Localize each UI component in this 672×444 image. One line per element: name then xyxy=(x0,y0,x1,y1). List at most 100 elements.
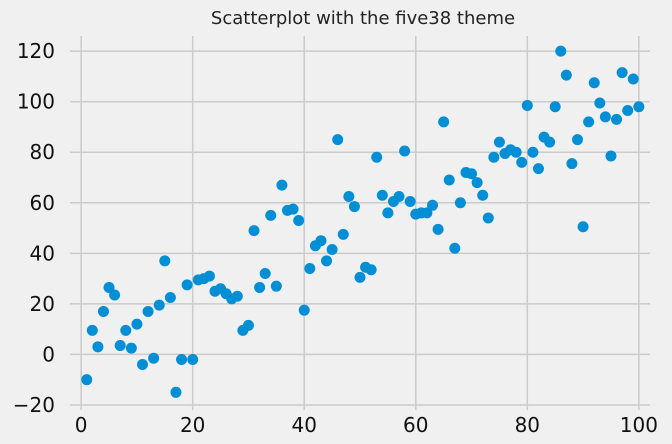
data-point xyxy=(321,255,333,267)
data-point xyxy=(549,101,561,113)
x-tick-label: 20 xyxy=(180,413,205,437)
data-point xyxy=(421,207,433,219)
y-tick-label: −20 xyxy=(13,393,55,417)
data-point xyxy=(544,136,556,148)
data-point xyxy=(404,196,416,208)
y-tick-label: 80 xyxy=(30,140,55,164)
x-tick-label: 40 xyxy=(292,413,317,437)
data-point xyxy=(527,146,539,158)
data-point xyxy=(131,318,143,330)
data-point xyxy=(399,145,411,157)
data-point xyxy=(287,203,299,215)
data-point xyxy=(142,305,154,317)
data-point xyxy=(354,271,366,283)
x-tick-label: 80 xyxy=(515,413,540,437)
data-point xyxy=(371,151,383,163)
data-point xyxy=(555,45,567,57)
data-point xyxy=(315,235,327,247)
data-point xyxy=(382,207,394,219)
data-point xyxy=(109,289,121,301)
y-tick-label: 120 xyxy=(17,39,55,63)
data-point xyxy=(332,134,344,146)
data-point xyxy=(337,228,349,240)
data-point xyxy=(376,189,388,201)
x-tick-label: 60 xyxy=(403,413,428,437)
data-point xyxy=(493,136,505,148)
data-point xyxy=(438,116,450,128)
data-point xyxy=(627,73,639,85)
data-point xyxy=(86,324,98,336)
data-point xyxy=(510,146,522,158)
data-point xyxy=(125,342,137,354)
tick-labels: −20 0 20 40 60 80 100 120 0 20 40 60 80 100 xyxy=(13,39,658,437)
data-point xyxy=(276,179,288,191)
data-point xyxy=(488,151,500,163)
data-point xyxy=(482,212,494,224)
data-point xyxy=(259,268,271,280)
data-point xyxy=(532,163,544,175)
data-point xyxy=(148,352,160,364)
data-point xyxy=(343,190,355,202)
data-point xyxy=(633,101,645,113)
data-point xyxy=(176,353,188,365)
grid-lines xyxy=(70,36,650,410)
x-tick-label: 100 xyxy=(620,413,658,437)
data-point xyxy=(231,290,243,302)
data-point xyxy=(611,113,623,125)
data-point xyxy=(298,304,310,316)
data-point xyxy=(81,374,93,386)
data-point xyxy=(521,99,533,111)
data-point xyxy=(304,262,316,274)
data-point xyxy=(393,190,405,202)
data-point xyxy=(92,341,104,353)
data-point xyxy=(365,264,377,276)
data-point xyxy=(114,340,126,352)
data-points xyxy=(81,45,645,398)
data-point xyxy=(348,201,360,213)
data-point xyxy=(153,299,165,311)
data-point xyxy=(293,214,305,226)
data-point xyxy=(248,225,260,237)
data-point xyxy=(137,359,148,371)
data-point xyxy=(449,242,461,254)
y-tick-label: 60 xyxy=(30,191,55,215)
data-point xyxy=(454,197,466,209)
data-point xyxy=(103,281,115,293)
data-point xyxy=(164,292,176,304)
data-point xyxy=(583,116,595,128)
data-point xyxy=(605,150,617,162)
data-point xyxy=(477,189,489,201)
data-point xyxy=(622,105,634,117)
y-tick-label: 40 xyxy=(30,241,55,265)
data-point xyxy=(254,281,266,293)
data-point xyxy=(516,156,528,168)
data-point xyxy=(466,168,478,180)
data-point xyxy=(159,255,171,267)
data-point xyxy=(599,111,611,123)
data-point xyxy=(97,305,109,317)
y-tick-label: 100 xyxy=(17,90,55,114)
data-point xyxy=(265,209,277,221)
data-point xyxy=(577,221,589,233)
data-point xyxy=(203,270,215,282)
data-point xyxy=(120,324,132,336)
x-tick-label: 0 xyxy=(75,413,88,437)
data-point xyxy=(427,199,438,211)
data-point xyxy=(560,69,572,81)
data-point xyxy=(242,319,254,331)
data-point xyxy=(566,158,578,170)
data-point xyxy=(471,177,483,189)
data-point xyxy=(616,67,628,79)
data-point xyxy=(594,97,606,109)
data-point xyxy=(443,174,455,186)
data-point xyxy=(432,223,444,235)
data-point xyxy=(187,353,199,365)
data-point xyxy=(170,386,182,398)
chart-title: Scatterplot with the five38 theme xyxy=(211,8,515,29)
y-tick-label: 0 xyxy=(42,342,55,366)
data-point xyxy=(270,280,282,292)
data-point xyxy=(572,134,583,146)
y-tick-label: 20 xyxy=(30,292,55,316)
